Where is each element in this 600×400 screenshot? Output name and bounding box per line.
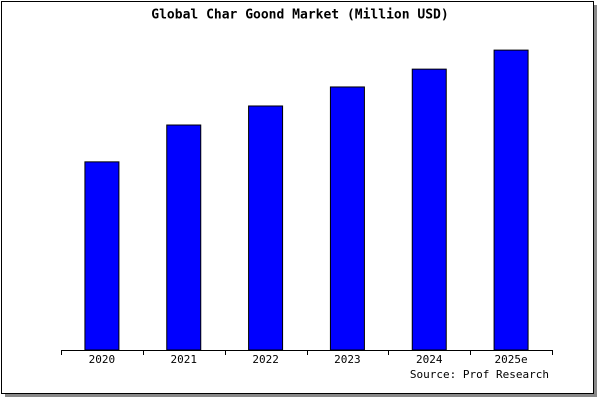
chart-title: Global Char Goond Market (Million USD) (151, 8, 448, 23)
x-tick-label: 2024 (416, 353, 443, 366)
bar (493, 49, 529, 351)
bar (248, 105, 284, 351)
bar (84, 161, 120, 351)
x-tick-label: 2023 (334, 353, 361, 366)
x-tick-label: 2025e (495, 353, 528, 366)
plot-area (61, 48, 552, 350)
x-tick-label: 2021 (171, 353, 198, 366)
x-tick-label: 2022 (252, 353, 279, 366)
bar (329, 86, 365, 351)
bar (166, 124, 202, 351)
x-tick-label: 2020 (89, 353, 116, 366)
bar (411, 68, 447, 351)
source: Source: Prof Research (410, 368, 549, 381)
